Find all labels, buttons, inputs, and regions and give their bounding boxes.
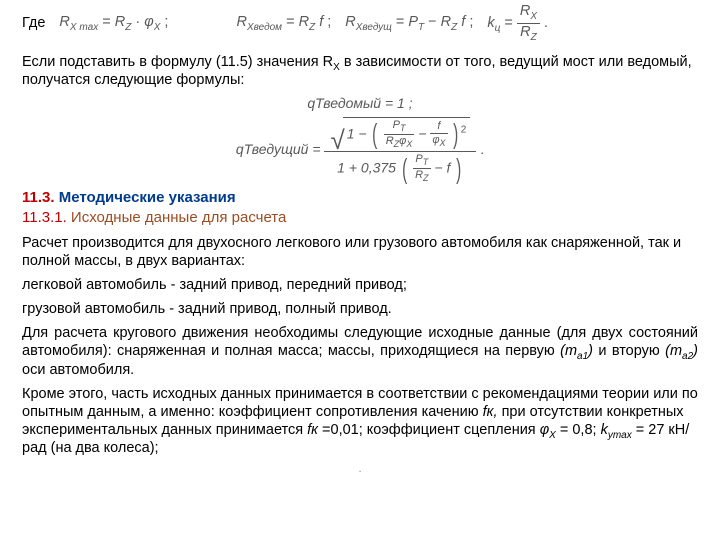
definitions-row: Где RX max = RZ · φX ; RXведом = RZ f ; …	[22, 4, 698, 43]
input-data-paragraph: Для расчета кругового движения необходим…	[22, 324, 698, 378]
subsection-heading: 11.3.1. Исходные данные для расчета	[22, 209, 698, 228]
calc-intro: Расчет производится для двухосного легко…	[22, 234, 698, 270]
variant-truck: грузовой автомобиль - задний привод, пол…	[22, 300, 698, 318]
variant-car: легковой автомобиль - задний привод, пер…	[22, 276, 698, 294]
formula-qtvedomyi: qТведомый = 1 ;	[236, 95, 484, 113]
formula-rxvedom: RXведом = RZ f ;	[236, 13, 331, 34]
recommendations-paragraph: Кроме этого, часть исходных данных прини…	[22, 385, 698, 458]
formula-kc: kц = RX RZ .	[487, 4, 548, 43]
section-heading: 11.3. Методические указания	[22, 189, 698, 208]
where-label: Где	[22, 14, 45, 32]
main-formula-block: qТведомый = 1 ; qТведущий = √ 1 − (	[22, 95, 698, 183]
formula-rxvedush: RXведущ = PT − RZ f ;	[345, 13, 473, 34]
intro-paragraph: Если подставить в формулу (11.5) значени…	[22, 53, 698, 89]
formula-rxmax: RX max = RZ · φX ;	[59, 13, 168, 34]
formula-qtvedushii: qТведущий = √ 1 − ( PT RZφX	[236, 117, 484, 184]
footer-dot: .	[22, 463, 698, 477]
